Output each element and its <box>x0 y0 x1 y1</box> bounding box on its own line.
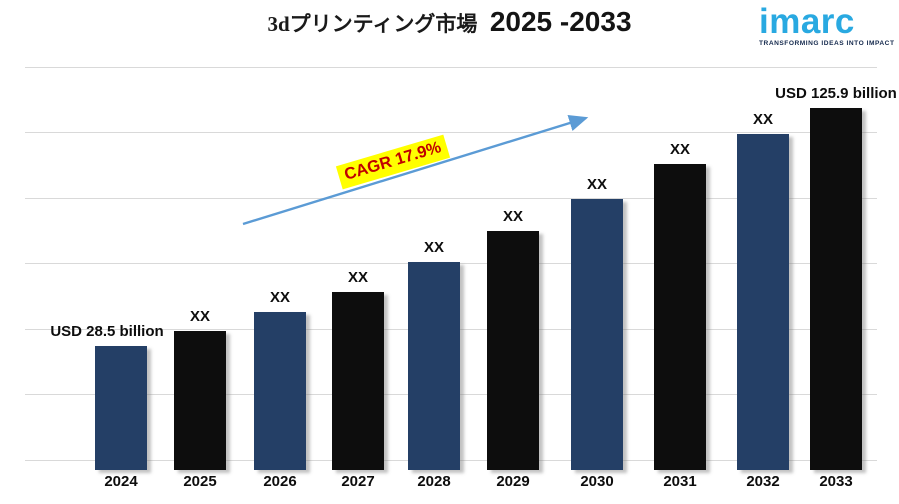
bar-2030 <box>571 199 623 470</box>
bar-value-label-2026: XX <box>269 289 291 306</box>
bar-2028 <box>408 262 460 470</box>
bar-2032 <box>737 134 789 470</box>
bar-2026 <box>254 312 306 470</box>
bar-value-label-2024: USD 28.5 billion <box>50 323 164 340</box>
bar-2024 <box>95 346 147 470</box>
bar-value-label-2030: XX <box>586 176 608 193</box>
x-axis-label-2024: 2024 <box>104 473 138 490</box>
bar-2027 <box>332 292 384 470</box>
x-axis-label-2030: 2030 <box>580 473 614 490</box>
x-axis-label-2033: 2033 <box>819 473 853 490</box>
x-axis-label-2029: 2029 <box>496 473 530 490</box>
imarc-logo-tagline: TRANSFORMING IDEAS INTO IMPACT <box>759 40 895 47</box>
bar-2031 <box>654 164 706 470</box>
bar-value-label-2027: XX <box>347 269 369 286</box>
bar-value-label-2029: XX <box>502 208 524 225</box>
bar-2029 <box>487 231 539 470</box>
bar-2033 <box>810 108 862 470</box>
x-axis-label-2027: 2027 <box>341 473 375 490</box>
bar-value-label-2033: USD 125.9 billion <box>775 85 897 102</box>
x-axis-label-2026: 2026 <box>263 473 297 490</box>
imarc-logo-wordmark: imarc <box>759 2 855 41</box>
gridline <box>25 132 877 133</box>
bar-value-label-2025: XX <box>189 308 211 325</box>
chart-title-years: 2025 -2033 <box>489 6 632 37</box>
x-axis-label-2031: 2031 <box>663 473 697 490</box>
chart-title: 3dプリンティング市場 2025 -2033 <box>0 6 899 38</box>
gridline <box>25 67 877 68</box>
x-axis-label-2032: 2032 <box>746 473 780 490</box>
x-axis-label-2028: 2028 <box>417 473 451 490</box>
bar-value-label-2028: XX <box>423 239 445 256</box>
bar-value-label-2031: XX <box>669 141 691 158</box>
bar-value-label-2032: XX <box>752 111 774 128</box>
imarc-logo: imarc TRANSFORMING IDEAS INTO IMPACT <box>759 2 895 48</box>
chart-title-market: 3dプリンティング市場 <box>267 12 478 36</box>
x-axis-label-2025: 2025 <box>183 473 217 490</box>
bar-2025 <box>174 331 226 470</box>
